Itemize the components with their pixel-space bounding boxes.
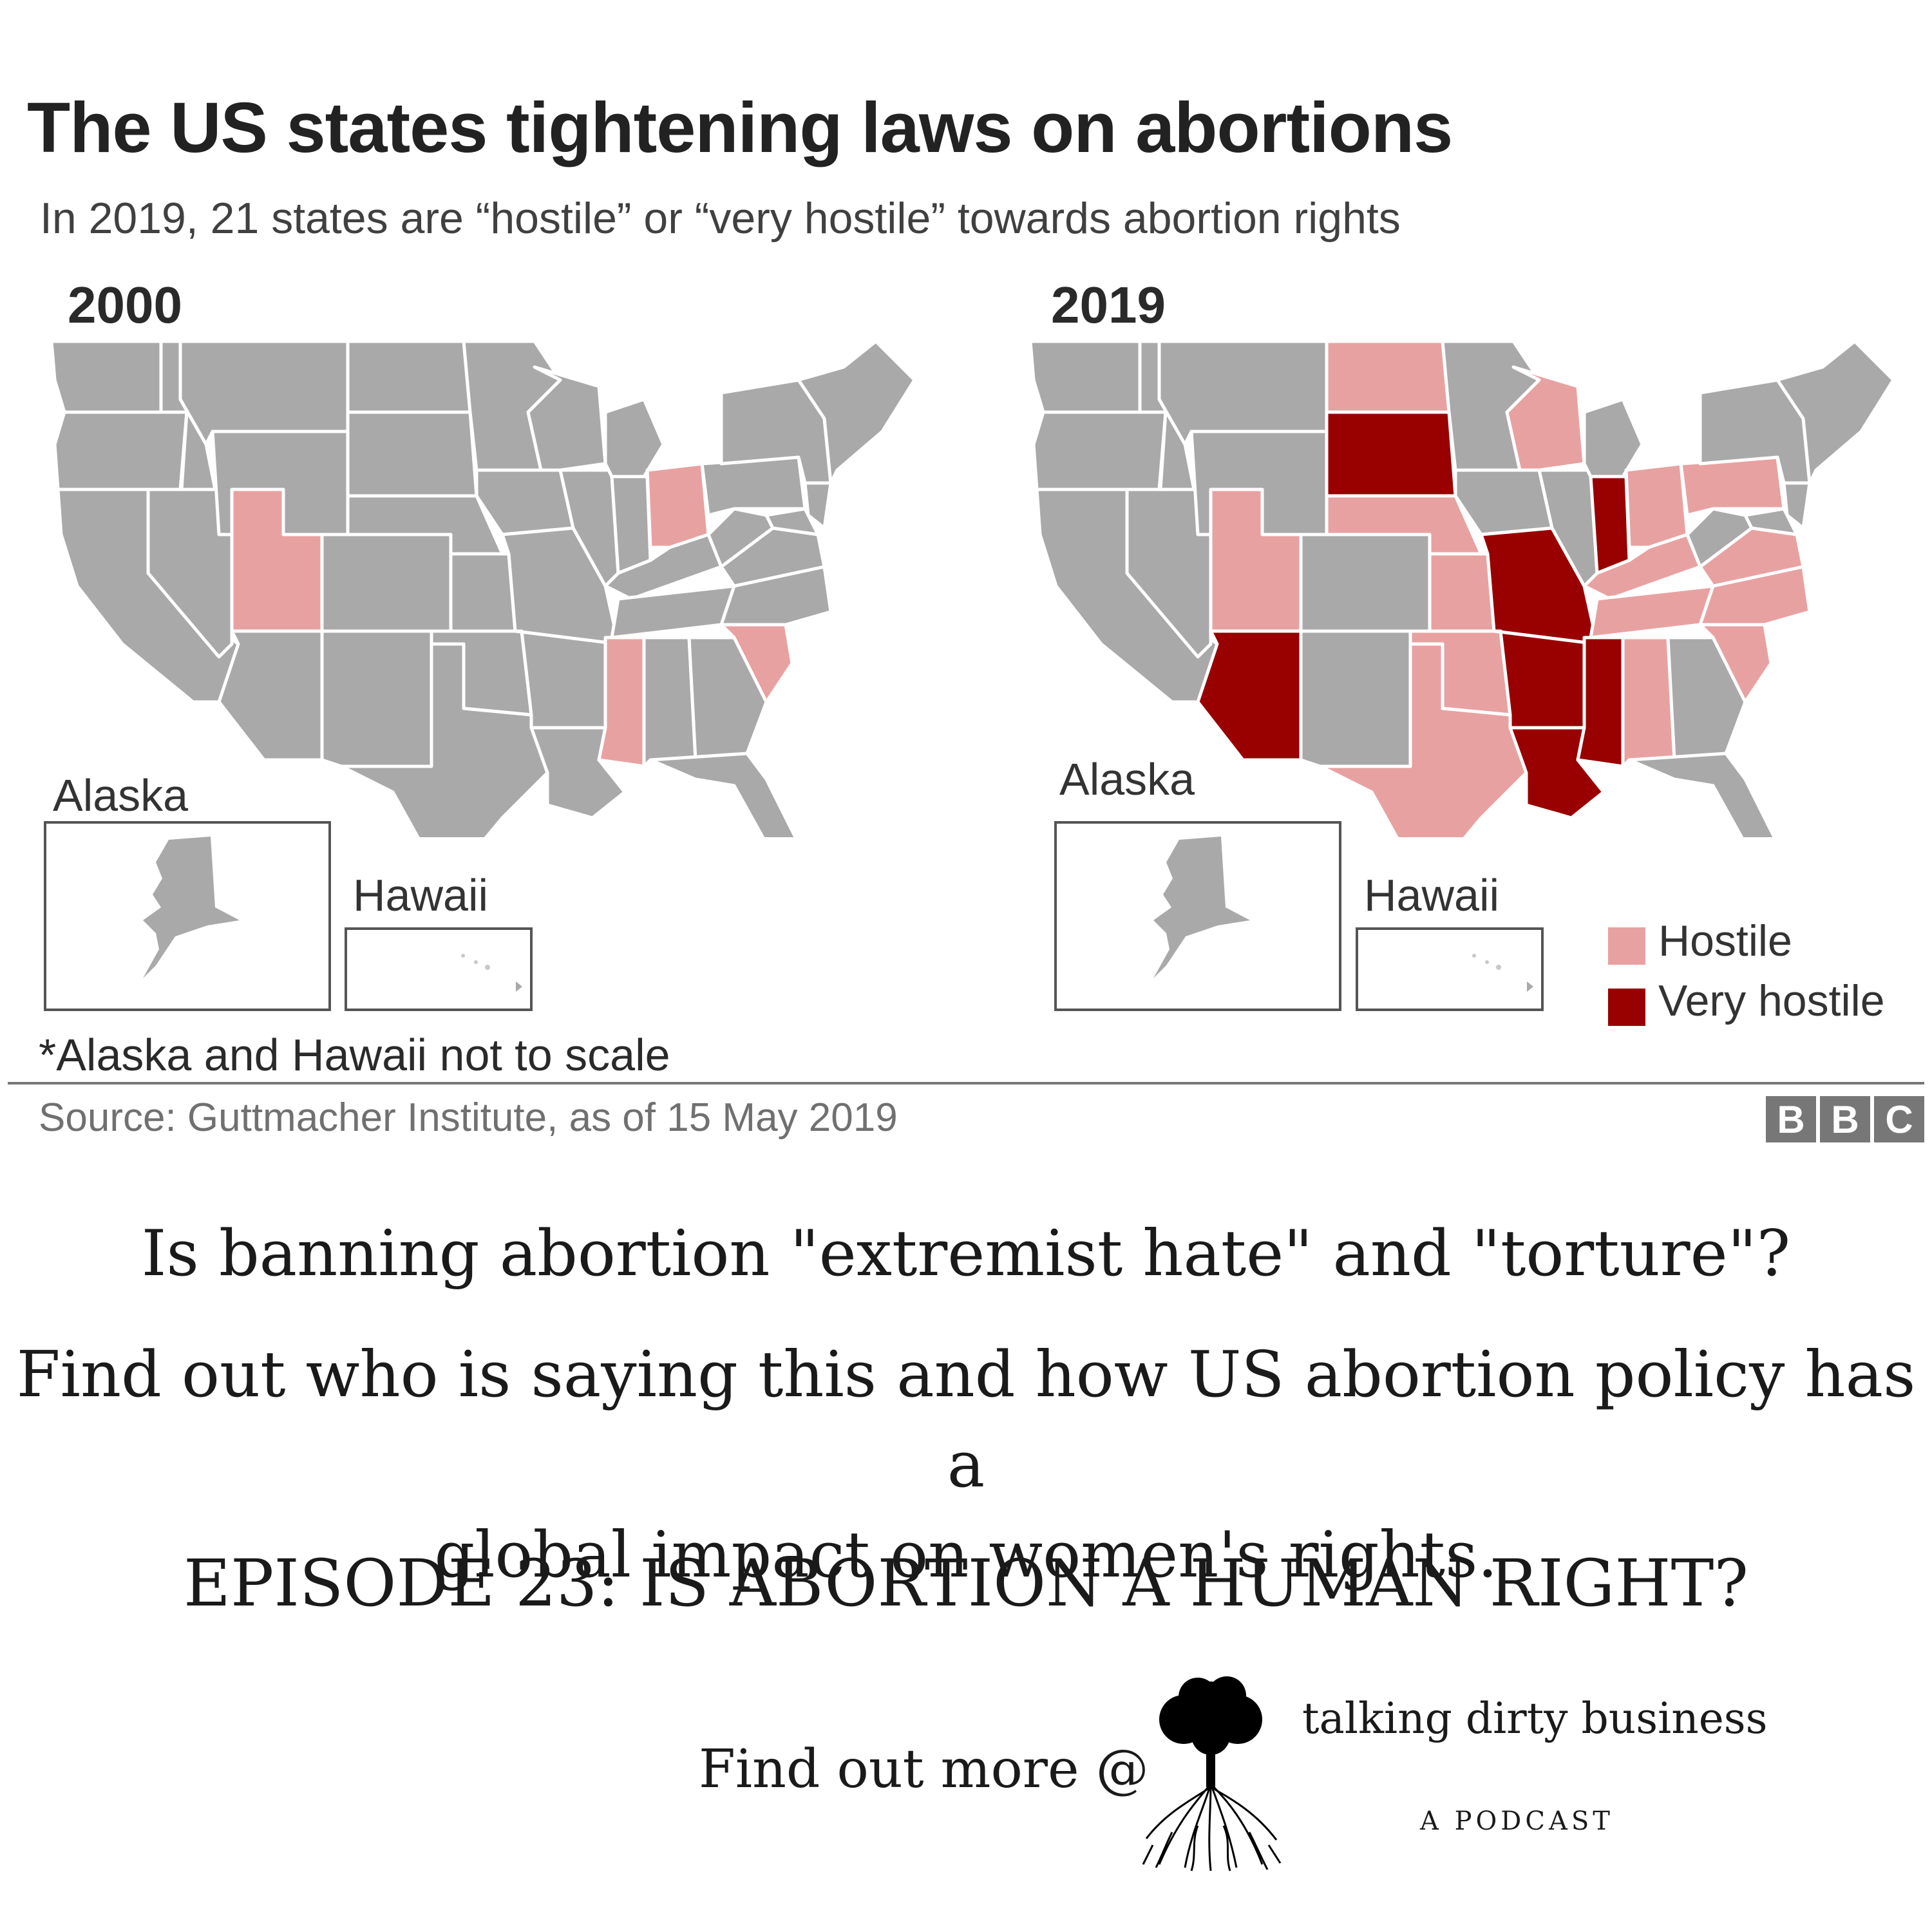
state-michigan bbox=[1582, 397, 1644, 478]
state-new-england bbox=[1776, 339, 1895, 485]
state-wisconsin bbox=[526, 365, 607, 472]
alaska-shape bbox=[1153, 837, 1250, 978]
chart-title: The US states tightening laws on abortio… bbox=[27, 88, 1453, 167]
state-mississippi bbox=[1576, 636, 1625, 768]
state-washington bbox=[1028, 339, 1142, 414]
map-2019-alaska-inset bbox=[1054, 821, 1341, 1011]
legend-very-hostile-swatch bbox=[1608, 989, 1645, 1026]
podcast-tagline: A PODCAST bbox=[1420, 1806, 1614, 1836]
state-arkansas bbox=[1492, 629, 1599, 730]
promo-detail: Find out who is saying this and how US a… bbox=[0, 1330, 1932, 1600]
map-2000-year: 2000 bbox=[68, 276, 182, 334]
state-indiana bbox=[1589, 475, 1631, 575]
state-montana bbox=[1157, 339, 1329, 446]
footnote: *Alaska and Hawaii not to scale bbox=[39, 1030, 670, 1080]
bbc-logo-letter: C bbox=[1874, 1096, 1924, 1142]
map-2000-alaska-label: Alaska bbox=[53, 770, 189, 820]
map-2000-alaska-inset bbox=[44, 821, 331, 1011]
find-out-more-text: Find out more @ bbox=[699, 1739, 1149, 1800]
map-2019-states bbox=[1028, 339, 1895, 837]
chart-subtitle: In 2019, 21 states are “hostile” or “ver… bbox=[40, 194, 1401, 243]
state-maryland bbox=[1743, 507, 1799, 536]
tree-logo-icon bbox=[1142, 1676, 1282, 1871]
state-new-england bbox=[797, 339, 916, 485]
map-2000 bbox=[50, 339, 916, 837]
map-2019-hawaii-inset bbox=[1356, 927, 1544, 1011]
state-pennsylvania bbox=[1679, 455, 1786, 517]
state-georgia bbox=[687, 636, 768, 762]
podcast-brand-name: talking dirty business bbox=[1302, 1694, 1768, 1743]
legend-very-hostile-label: Very hostile bbox=[1658, 976, 1885, 1025]
bbc-logo-letter: B bbox=[1766, 1096, 1816, 1142]
promo-detail-line: global impact on women's rights. bbox=[434, 1519, 1498, 1592]
state-georgia bbox=[1666, 636, 1747, 762]
state-south-dakota bbox=[1325, 410, 1457, 498]
legend-hostile-label: Hostile bbox=[1658, 916, 1792, 965]
legend-hostile-swatch bbox=[1608, 927, 1645, 965]
state-mississippi bbox=[597, 636, 646, 768]
map-2000-hawaii-label: Hawaii bbox=[353, 870, 489, 920]
state-north-dakota bbox=[1325, 339, 1451, 414]
state-new-mexico bbox=[1299, 629, 1412, 768]
map-2019-year: 2019 bbox=[1051, 276, 1166, 334]
promo-question: Is banning abortion "extremist hate" and… bbox=[141, 1217, 1791, 1291]
alaska-shape bbox=[143, 837, 240, 978]
map-2019 bbox=[1028, 339, 1895, 837]
map-2000-hawaii-inset bbox=[345, 927, 533, 1011]
bbc-logo-letter: B bbox=[1820, 1096, 1870, 1142]
state-kansas bbox=[1428, 552, 1496, 633]
bbc-logo: B B C bbox=[1766, 1096, 1924, 1142]
state-wisconsin bbox=[1505, 365, 1586, 472]
hawaii-shape bbox=[461, 954, 522, 992]
state-kentucky bbox=[1582, 533, 1702, 601]
hawaii-shape bbox=[1472, 954, 1533, 992]
divider bbox=[8, 1082, 1924, 1084]
state-colorado bbox=[1299, 533, 1432, 633]
state-kentucky bbox=[603, 533, 723, 601]
state-new-jersey bbox=[1782, 481, 1812, 530]
state-ohio bbox=[1624, 462, 1689, 549]
state-florida bbox=[649, 752, 797, 837]
state-maryland bbox=[764, 507, 820, 536]
map-2019-alaska-label: Alaska bbox=[1059, 754, 1195, 804]
state-oregon bbox=[1032, 410, 1168, 491]
state-florida bbox=[1627, 752, 1776, 837]
promo-detail-line: Find out who is saying this and how US a… bbox=[16, 1338, 1916, 1502]
state-alabama bbox=[1621, 636, 1676, 768]
episode-title: EPISODE 23: IS ABORTION A HUMAN RIGHT? bbox=[184, 1546, 1748, 1621]
map-2019-hawaii-label: Hawaii bbox=[1364, 870, 1500, 920]
map-2000-states bbox=[50, 339, 916, 837]
state-new-jersey bbox=[803, 481, 833, 530]
source-note: Source: Guttmacher Institute, as of 15 M… bbox=[39, 1095, 898, 1140]
